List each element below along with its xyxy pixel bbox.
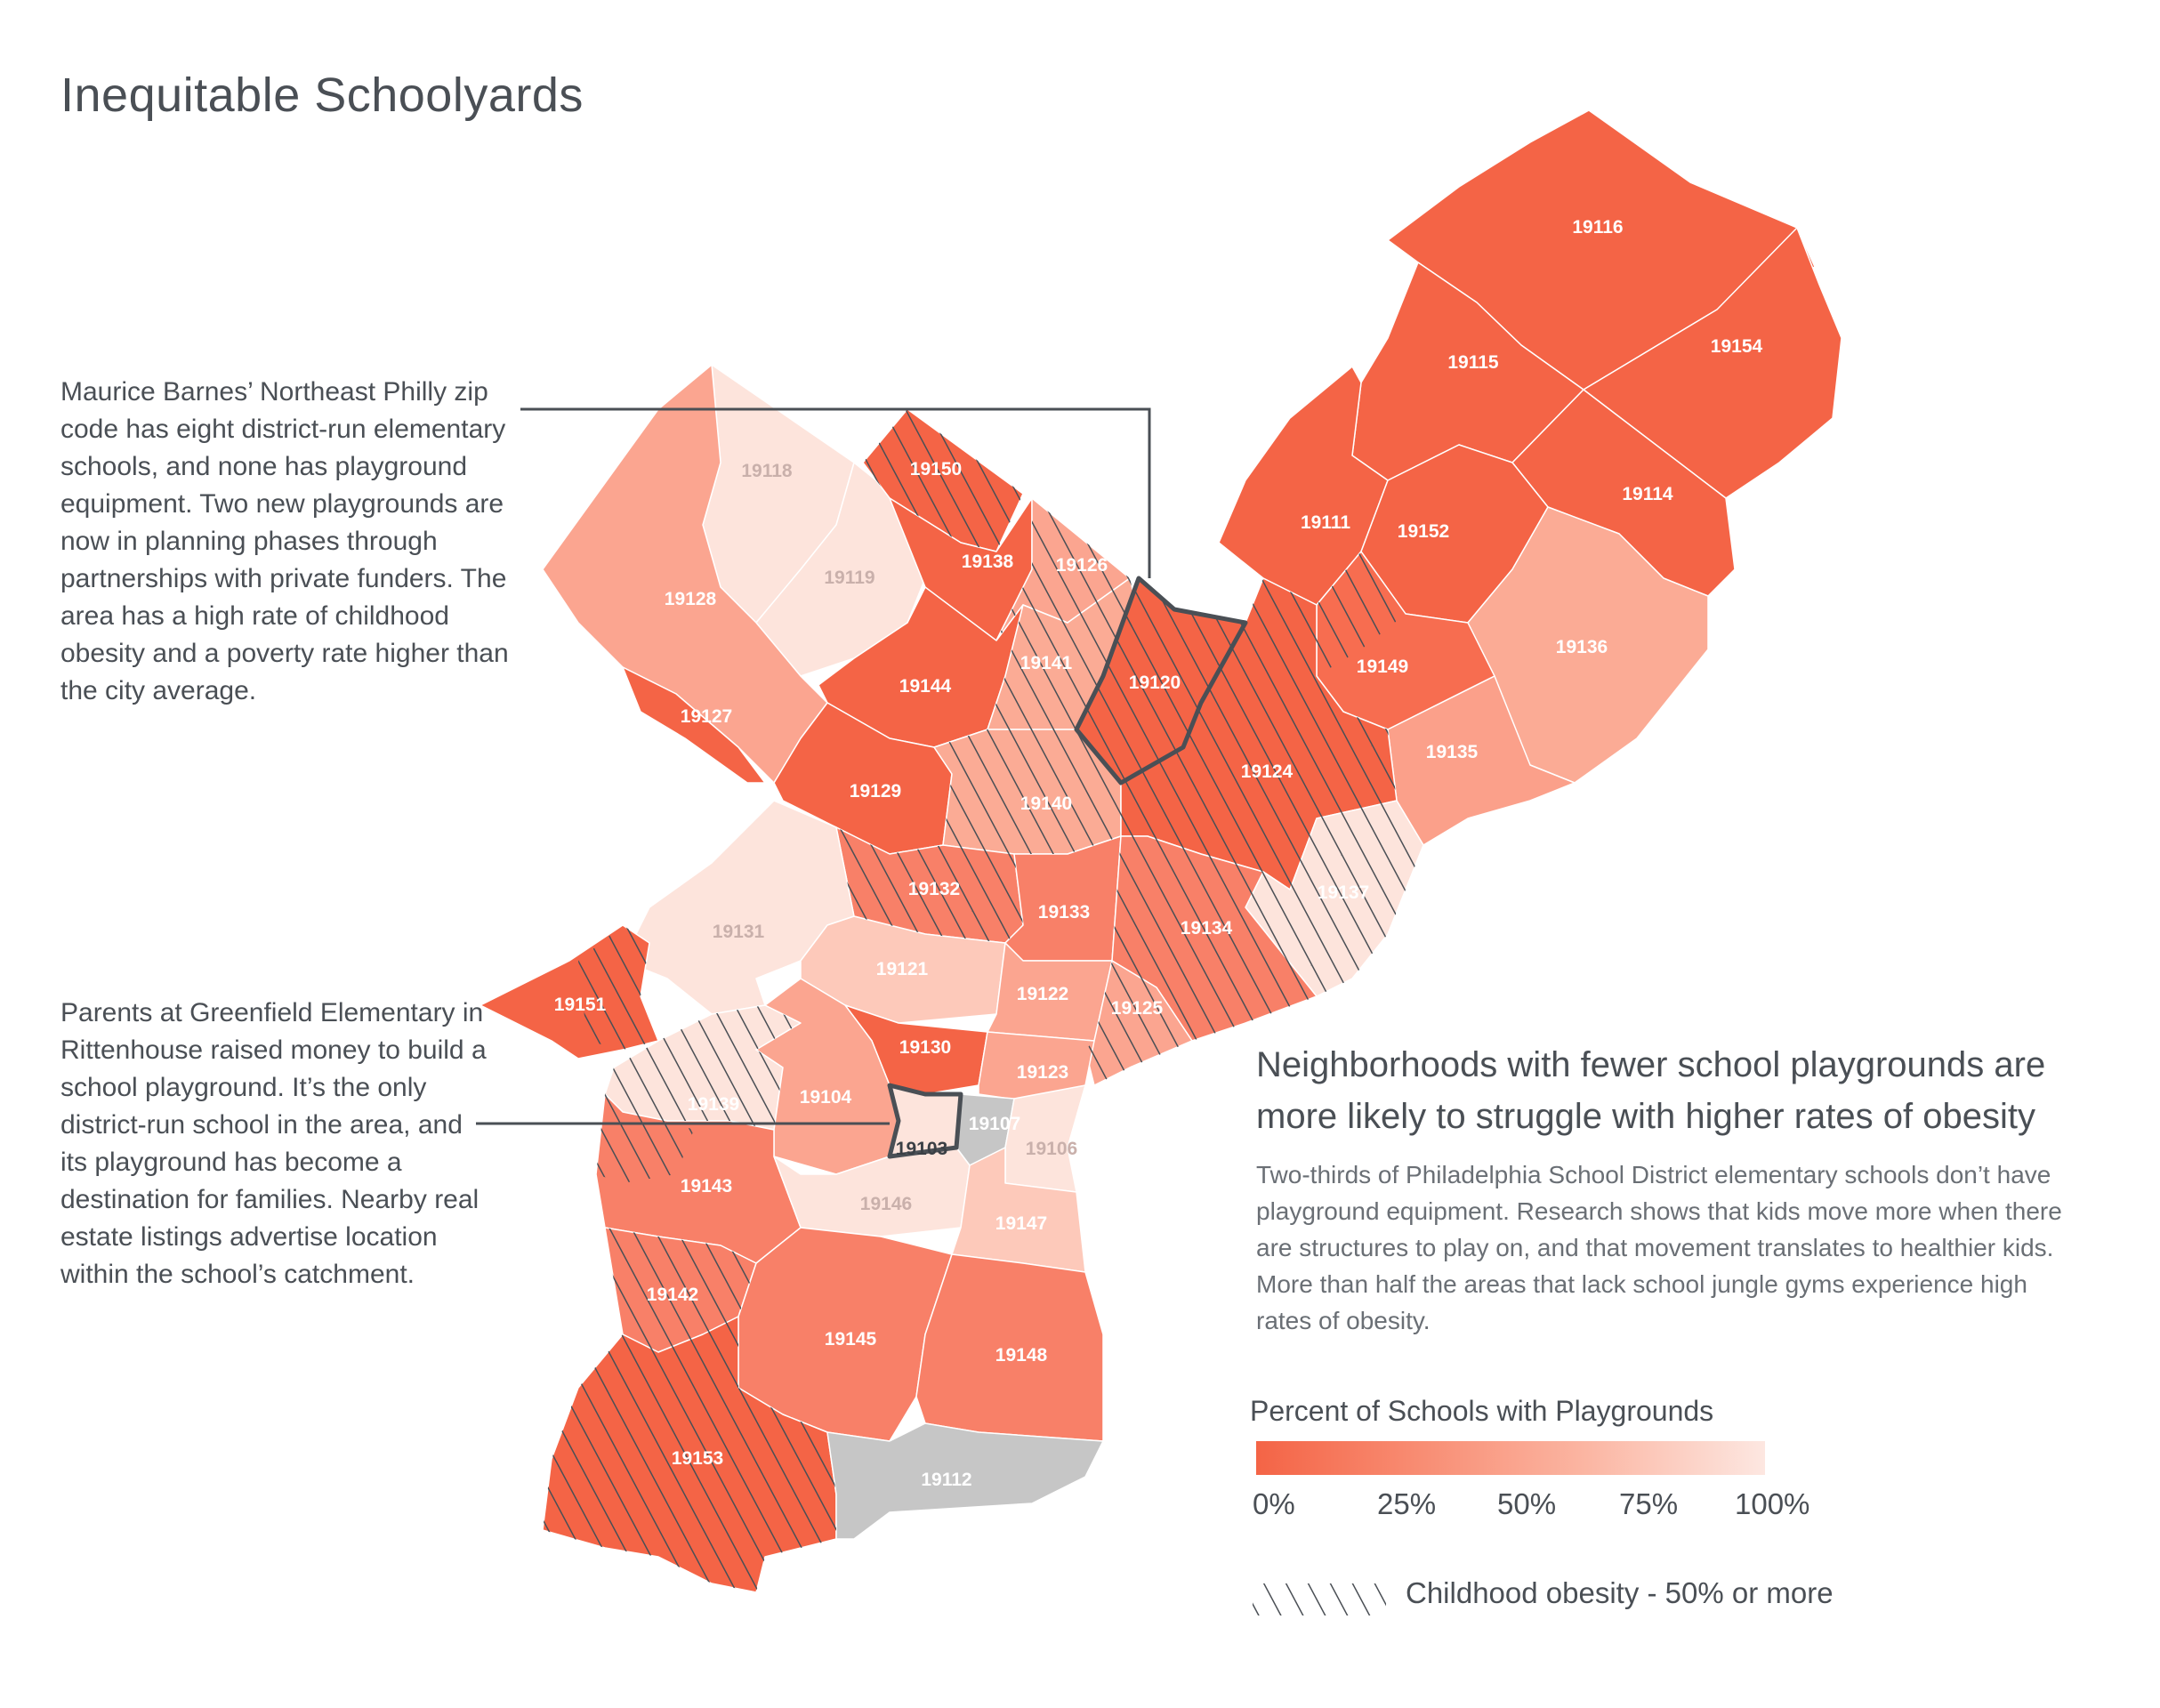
legend-tick-25: 25% (1377, 1487, 1437, 1520)
headline: Neighborhoods with fewer school playgrou… (1256, 1045, 2046, 1136)
zip-label-19140: 19140 (1020, 794, 1072, 814)
highlight-outline-19103 (887, 1083, 963, 1159)
legend-hatch-label: Childhood obesity - 50% or more (1406, 1576, 1834, 1609)
zip-label-19129: 19129 (850, 781, 901, 802)
zip-label-19151: 19151 (554, 995, 607, 1015)
zip-label-19145: 19145 (825, 1329, 877, 1349)
zip-label-19143: 19143 (681, 1176, 732, 1196)
zip-19127-area (622, 666, 766, 784)
legend-tick-75: 75% (1619, 1487, 1679, 1520)
leader-line-northeast (520, 407, 1151, 578)
zip-label-19135: 19135 (1426, 742, 1479, 762)
zip-label-19144: 19144 (899, 676, 952, 697)
zip-label-19119: 19119 (824, 568, 874, 588)
zip-label-19146: 19146 (860, 1194, 912, 1214)
zip-label-19125: 19125 (1111, 998, 1164, 1019)
zip-label-19138: 19138 (962, 552, 1014, 572)
zip-label-19118: 19118 (741, 461, 793, 481)
zip-label-19132: 19132 (908, 879, 960, 899)
zip-label-19104: 19104 (800, 1087, 852, 1108)
zip-label-19126: 19126 (1056, 555, 1108, 576)
zip-label-19122: 19122 (1017, 984, 1068, 1004)
annotation-rittenhouse: Parents at Greenfield Elementary in Ritt… (60, 998, 487, 1289)
zip-label-19121: 19121 (876, 959, 929, 979)
zip-label-19137: 19137 (1318, 882, 1369, 903)
zip-labels: 19116 19154 19115 19114 19111 19152 1913… (554, 217, 1763, 1490)
zip-label-19114: 19114 (1622, 484, 1673, 504)
zip-19136-area (1467, 506, 1709, 784)
zip-19133-area (1004, 835, 1122, 962)
obesity-hatch-layer (543, 409, 1423, 1592)
zip-label-19134: 19134 (1181, 918, 1233, 939)
annotation-northeast: Maurice Barnes’ Northeast Philly zip cod… (60, 377, 509, 705)
zip-label-19116: 19116 (1572, 217, 1623, 238)
zip-label-19115: 19115 (1447, 352, 1499, 373)
zip-label-19142: 19142 (647, 1285, 698, 1305)
zip-label-19153: 19153 (672, 1448, 723, 1469)
zip-label-19141: 19141 (1020, 653, 1073, 673)
zip-label-19149: 19149 (1357, 657, 1408, 677)
legend-title: Percent of Schools with Playgrounds (1250, 1395, 1714, 1427)
zip-label-19106: 19106 (1026, 1139, 1077, 1159)
legend-color-ramp (1256, 1441, 1765, 1475)
zip-label-19147: 19147 (995, 1213, 1047, 1234)
zip-label-19120: 19120 (1129, 673, 1181, 693)
zip-label-19127: 19127 (681, 706, 732, 727)
zip-label-19154: 19154 (1711, 336, 1763, 357)
zip-label-19124: 19124 (1241, 761, 1294, 782)
zip-label-19107: 19107 (969, 1114, 1020, 1134)
zip-label-19136: 19136 (1556, 637, 1608, 657)
zip-label-19128: 19128 (665, 589, 717, 609)
zip-label-19150: 19150 (910, 459, 962, 479)
legend-tick-100: 100% (1735, 1487, 1810, 1520)
zip-19154-area (1583, 227, 1842, 499)
zip-label-19123: 19123 (1017, 1062, 1068, 1083)
zip-label-19133: 19133 (1038, 902, 1090, 922)
zip-label-19112: 19112 (921, 1470, 971, 1490)
zip-label-19152: 19152 (1398, 521, 1449, 542)
legend-tick-50: 50% (1497, 1487, 1557, 1520)
zip-label-19130: 19130 (899, 1037, 951, 1058)
zip-label-19148: 19148 (995, 1345, 1048, 1366)
highlight-outline-19120 (1074, 576, 1248, 786)
zip-label-19131: 19131 (713, 922, 765, 942)
legend-hatch-swatch (1253, 1583, 1386, 1615)
zip-label-19139: 19139 (688, 1094, 739, 1115)
zip-label-19111: 19111 (1301, 512, 1350, 533)
body-text: Two-thirds of Philadelphia School Distri… (1256, 1161, 2062, 1334)
legend-tick-0: 0% (1253, 1487, 1295, 1520)
zip-label-19103: 19103 (896, 1139, 947, 1159)
map-title: Inequitable Schoolyards (60, 68, 584, 122)
